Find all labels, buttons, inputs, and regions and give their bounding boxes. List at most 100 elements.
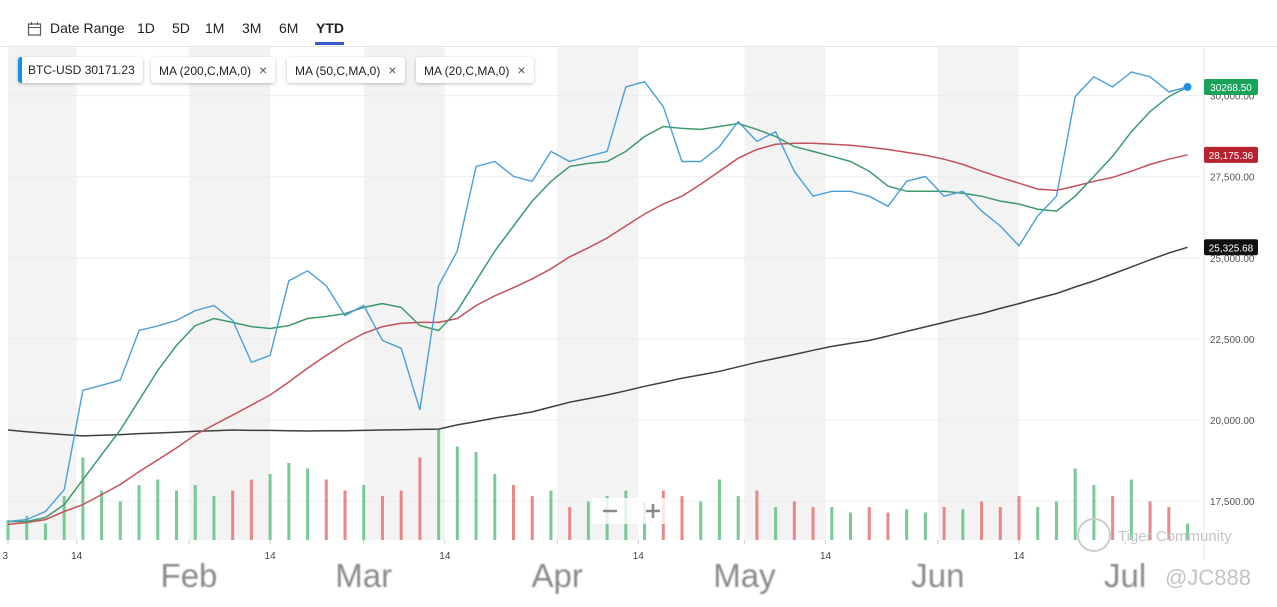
legend-chip[interactable]: MA (50,C,MA,0) × [287,57,405,83]
volume-bar [62,496,66,540]
volume-bar [249,479,253,540]
range-button[interactable]: 3M [242,20,262,36]
zoom-in[interactable] [646,504,660,518]
month-label: Jun [911,557,964,594]
range-button[interactable]: 1D [137,20,155,36]
volume-bar [1017,496,1021,540]
volume-bar [586,501,590,540]
x-tick-label: 14 [820,551,832,562]
volume-bar [287,463,291,540]
watermark-logo [1077,518,1111,552]
month-band [8,47,77,540]
date-range-button[interactable]: Date Range [50,20,125,36]
volume-bar [6,520,10,540]
calendar-icon[interactable] [27,21,43,37]
series-line [7,71,1188,523]
volume-bar [961,509,965,540]
series-line [8,86,1188,523]
remove-icon[interactable]: × [517,62,526,78]
x-tick-label: 14 [71,551,83,562]
last-point [1183,82,1192,91]
volume-bar [512,485,516,540]
volume-bar [549,490,553,540]
month-band [937,47,1020,540]
x-tick-label: 14 [439,551,451,562]
month-band [363,47,445,540]
legend-chip: BTC-USD 30171.23 [18,57,143,83]
volume-bar [268,474,272,540]
legend-chip[interactable]: MA (20,C,MA,0) × [416,57,534,83]
x-tick-label: 14 [633,551,645,562]
volume-bar [680,496,684,540]
volume-bar [774,507,778,540]
legend-name: MA (200,C,MA,0) [159,64,252,78]
x-tick-label: 14 [1013,551,1025,562]
volume-bar [306,468,310,540]
y-tick-label: 30,000.00 [1210,92,1255,103]
price-badge-label: 28,175.36 [1209,151,1254,162]
zoom-control [592,498,670,524]
y-tick-label: 27,500.00 [1210,173,1255,184]
volume-bar [830,507,834,540]
month-label: Jul [1104,557,1146,594]
volume-bar [81,457,85,540]
volume-bar [1111,496,1115,540]
volume-bar [905,509,909,540]
price-badge-label: 30268.50 [1210,83,1252,94]
month-band [744,47,826,540]
volume-bar [1186,523,1190,540]
volume-bar [867,507,871,540]
price-badge [1204,78,1258,95]
volume-bar [1054,501,1058,540]
watermark: @JC888 [1165,565,1251,590]
volume-bar [324,479,328,540]
series-line [7,142,1188,526]
legend-name: BTC-USD [28,63,82,77]
volume-bar [25,515,29,540]
volume-bar [362,485,366,540]
volume-bar [736,496,740,540]
volume-bar [399,490,403,540]
volume-bar [156,479,160,540]
volume-bar [118,501,122,540]
volume-bar [1092,485,1096,540]
y-tick-label: 25,000.00 [1210,254,1255,265]
volume-bar [43,523,47,540]
volume-bar [568,507,572,540]
legend-chip[interactable]: MA (200,C,MA,0) × [151,57,276,83]
volume-bar [231,490,235,540]
volume-bar [998,507,1002,540]
range-button[interactable]: 1M [205,20,225,36]
watermark: Tiger Community [1118,528,1232,545]
volume-bar [418,457,422,540]
volume-bar [1129,479,1133,540]
volume-bar [1073,468,1077,540]
volume-bar [212,496,216,540]
y-tick-label: 20,000.00 [1210,416,1255,427]
volume-bar [343,490,347,540]
volume-bar [849,512,853,540]
volume-bar [137,485,141,540]
range-button[interactable]: 6M [279,20,299,36]
month-band [557,47,639,540]
volume-bar [811,507,815,540]
x-tick-label: 3 [2,551,8,562]
volume-bar [755,490,759,540]
month-label: May [713,557,776,594]
volume-bar [923,512,927,540]
x-tick-label: 14 [265,551,277,562]
volume-bar [493,474,497,540]
remove-icon[interactable]: × [259,62,268,78]
volume-bar [792,501,796,540]
range-button[interactable]: 5D [172,20,190,36]
volume-bar [886,512,890,540]
month-label: Feb [161,557,218,594]
volume-bar [717,479,721,540]
month-label: Apr [532,557,583,594]
y-tick-label: 17,500.00 [1210,497,1255,508]
range-button[interactable]: YTD [316,20,344,36]
remove-icon[interactable]: × [388,62,397,78]
volume-bar [699,501,703,540]
volume-bar [474,452,478,540]
